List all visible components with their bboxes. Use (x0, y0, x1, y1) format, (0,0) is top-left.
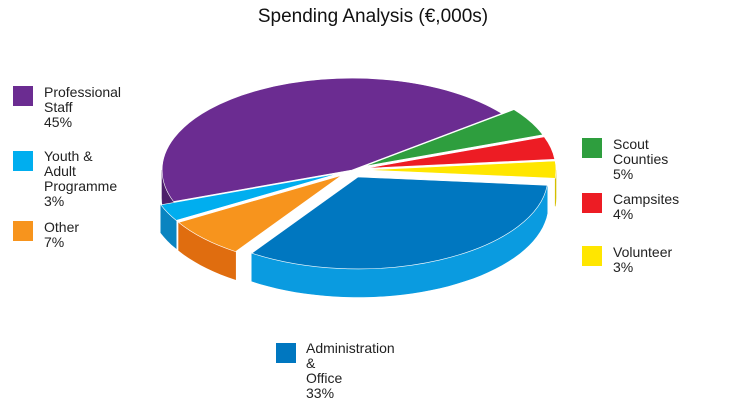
legend-swatch (13, 86, 33, 106)
chart-title: Spending Analysis (€,000s) (257, 6, 489, 27)
legend-percent: 4% (613, 206, 634, 222)
legend-label: Campsites (613, 191, 680, 207)
legend-swatch (582, 193, 602, 213)
pie-slice-administration-office (251, 176, 548, 270)
legend-label: Administration & (306, 340, 395, 371)
pie-chart (160, 77, 557, 298)
pie-slice-youth-adult-programme (160, 173, 340, 221)
legend-label: Volunteer (613, 244, 673, 260)
legend-swatch (13, 151, 33, 171)
pie-slice-scout-counties (364, 109, 544, 167)
legend-percent: 7% (44, 234, 65, 250)
pie-slice-volunteer (365, 160, 557, 179)
legend-swatch (13, 221, 33, 241)
pie-slice-campsites (365, 136, 556, 169)
pie-slice-other (177, 175, 342, 252)
legend-percent: 45% (44, 114, 73, 130)
legend-percent: 3% (44, 193, 65, 209)
legend-percent: 3% (613, 259, 634, 275)
legend-label: Scout Counties (613, 136, 669, 167)
legend-label: Youth & Adult (44, 148, 93, 179)
legend-label: Programme (44, 178, 118, 194)
legend-label: Office (306, 370, 343, 386)
pie-slice-professional-staff (161, 77, 503, 202)
legend-swatch (582, 138, 602, 158)
legend-percent: 33% (306, 385, 335, 401)
legend-label: Professional Staff (44, 84, 122, 115)
legend-swatch (582, 246, 602, 266)
legend-swatch (276, 343, 296, 363)
legend-percent: 5% (613, 166, 634, 182)
legend-label: Other (44, 219, 80, 235)
